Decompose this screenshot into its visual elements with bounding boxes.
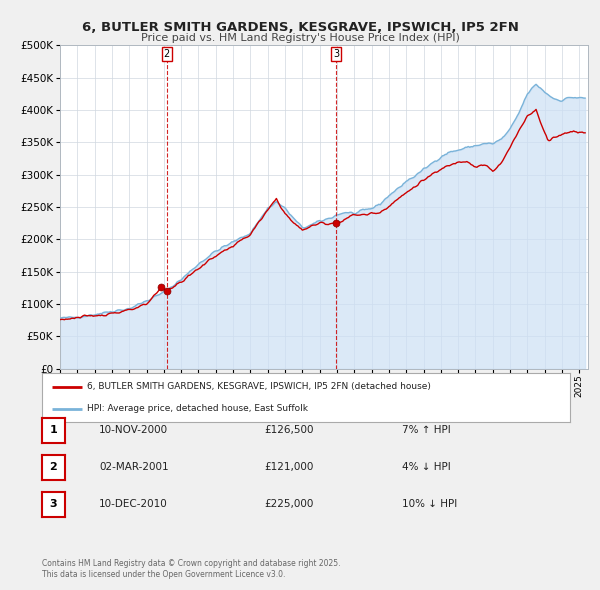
Text: 10-DEC-2010: 10-DEC-2010: [99, 499, 168, 509]
Text: 3: 3: [50, 500, 57, 509]
Text: 7% ↑ HPI: 7% ↑ HPI: [402, 425, 451, 434]
Text: 10% ↓ HPI: 10% ↓ HPI: [402, 499, 457, 509]
Text: 2: 2: [164, 49, 170, 59]
Text: 10-NOV-2000: 10-NOV-2000: [99, 425, 168, 434]
Text: Contains HM Land Registry data © Crown copyright and database right 2025.
This d: Contains HM Land Registry data © Crown c…: [42, 559, 341, 579]
Text: 02-MAR-2001: 02-MAR-2001: [99, 462, 169, 471]
Text: £126,500: £126,500: [264, 425, 314, 434]
Text: 6, BUTLER SMITH GARDENS, KESGRAVE, IPSWICH, IP5 2FN: 6, BUTLER SMITH GARDENS, KESGRAVE, IPSWI…: [82, 21, 518, 34]
Text: 2: 2: [50, 463, 57, 472]
Text: 6, BUTLER SMITH GARDENS, KESGRAVE, IPSWICH, IP5 2FN (detached house): 6, BUTLER SMITH GARDENS, KESGRAVE, IPSWI…: [87, 382, 431, 391]
Text: £225,000: £225,000: [264, 499, 313, 509]
Text: 1: 1: [50, 425, 57, 435]
Text: 4% ↓ HPI: 4% ↓ HPI: [402, 462, 451, 471]
Text: 3: 3: [333, 49, 339, 59]
Text: HPI: Average price, detached house, East Suffolk: HPI: Average price, detached house, East…: [87, 404, 308, 413]
Text: Price paid vs. HM Land Registry's House Price Index (HPI): Price paid vs. HM Land Registry's House …: [140, 33, 460, 43]
Text: £121,000: £121,000: [264, 462, 313, 471]
